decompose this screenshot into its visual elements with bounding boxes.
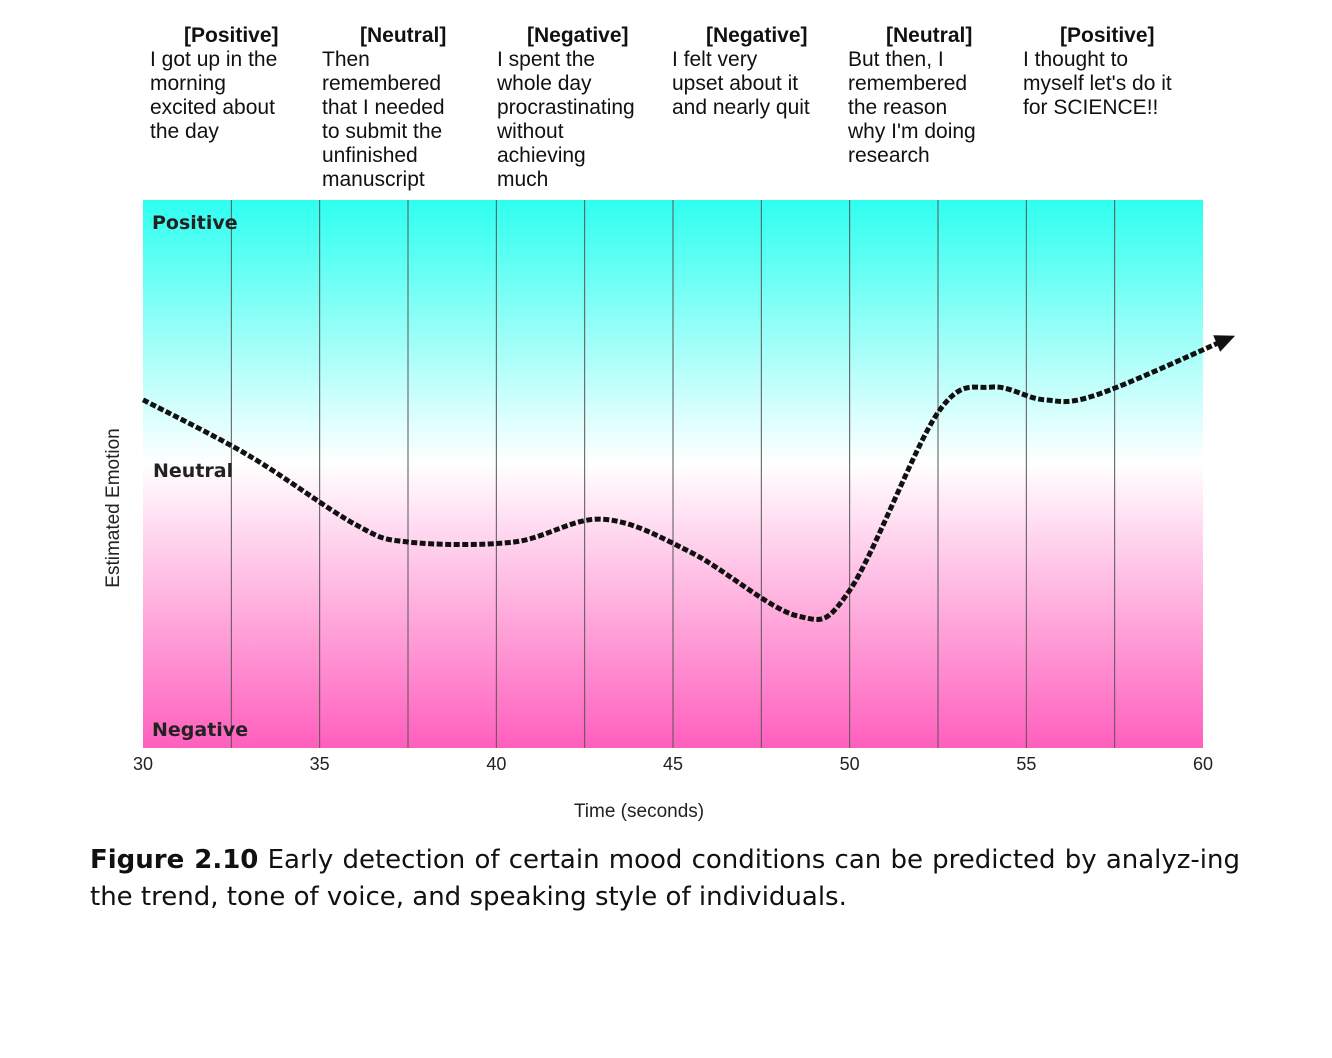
annotation-text: I thought to myself let's do it for SCIE… — [1023, 48, 1172, 119]
emotion-chart: Positive Neutral Negative 30 35 40 45 50 55 60… — [103, 200, 1236, 822]
x-tick-label: 55 — [1016, 754, 1036, 774]
annotation-5: [Neutral] But then, I remembered the rea… — [848, 24, 1018, 168]
x-tick-label: 30 — [133, 754, 153, 774]
figure-caption: Figure 2.10 Early detection of certain m… — [90, 842, 1240, 916]
x-tick-label: 45 — [663, 754, 683, 774]
x-axis-label: Time (seconds) — [574, 801, 704, 822]
y-tick-label: Negative — [152, 719, 248, 741]
emotion-line — [141, 336, 1229, 622]
y-tick-label: Neutral — [153, 460, 233, 482]
y-band-labels: Positive Neutral Negative — [152, 212, 248, 741]
x-tick-label: 35 — [310, 754, 330, 774]
annotation-sentiment: [Positive] — [1060, 24, 1155, 47]
y-tick-label: Positive — [152, 212, 238, 234]
arrow-head-icon — [1213, 335, 1236, 352]
x-tick-labels: 30 35 40 45 50 55 60 — [133, 754, 1213, 774]
annotation-text: But then, I remembered the reason why I'… — [848, 48, 976, 167]
annotation-sentiment: [Positive] — [184, 24, 279, 47]
caption-text: Early detection of certain mood conditio… — [90, 845, 1241, 912]
x-tick-label: 40 — [486, 754, 506, 774]
annotation-text: I felt very upset about it and nearly qu… — [672, 48, 810, 119]
annotation-6: [Positive] I thought to myself let's do … — [1023, 24, 1193, 120]
annotation-sentiment: [Negative] — [527, 24, 629, 47]
annotation-text: I spent the whole day procrastinating wi… — [497, 48, 635, 191]
annotation-1: [Positive] I got up in the morning excit… — [150, 24, 320, 144]
annotation-sentiment: [Neutral] — [886, 24, 973, 47]
annotation-sentiment: [Neutral] — [360, 24, 447, 47]
y-axis-label: Estimated Emotion — [103, 428, 124, 587]
annotation-4: [Negative] I felt very upset about it an… — [672, 24, 842, 120]
annotation-2: [Neutral] Then remembered that I needed … — [322, 24, 492, 192]
annotation-text: I got up in the morning excited about th… — [150, 48, 278, 143]
annotation-sentiment: [Negative] — [706, 24, 808, 47]
annotation-text: Then remembered that I needed to submit … — [322, 48, 445, 191]
grid-lines — [230, 200, 1116, 748]
annotation-3: [Negative] I spent the whole day procras… — [497, 24, 667, 192]
caption-label: Figure 2.10 — [90, 845, 259, 875]
x-tick-label: 50 — [840, 754, 860, 774]
x-tick-label: 60 — [1193, 754, 1213, 774]
